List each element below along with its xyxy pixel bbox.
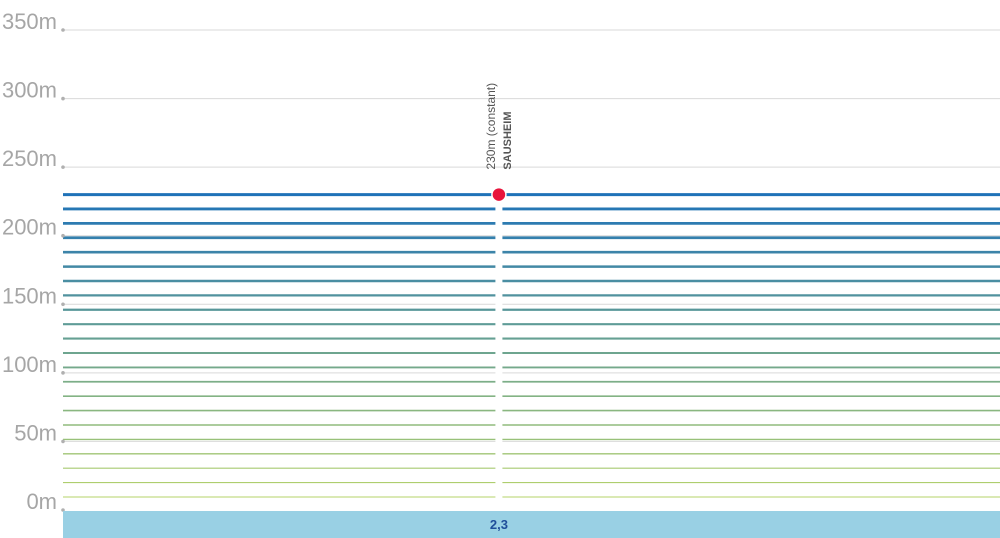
y-tick-mark bbox=[61, 508, 65, 512]
distance-bar bbox=[63, 511, 1000, 538]
y-tick-mark bbox=[61, 96, 65, 101]
y-tick-mark bbox=[61, 371, 65, 375]
location-stem bbox=[495, 194, 503, 511]
y-tick-label: 300m bbox=[2, 78, 57, 103]
elevation-annotation: 230m (constant) bbox=[484, 83, 498, 170]
y-tick-label: 100m bbox=[2, 352, 57, 377]
y-tick-mark bbox=[61, 165, 65, 169]
y-tick-label: 150m bbox=[2, 283, 57, 308]
y-tick-label: 0m bbox=[26, 489, 57, 514]
location-marker bbox=[491, 186, 507, 203]
y-tick-mark bbox=[61, 28, 65, 32]
y-tick-label: 50m bbox=[14, 420, 57, 445]
y-axis-ticks: 0m 50m 100m 150m 200m 250m 300m 350m bbox=[2, 9, 65, 514]
grid-lines bbox=[63, 29, 1000, 442]
y-tick-mark bbox=[61, 233, 65, 238]
y-tick-label: 200m bbox=[2, 215, 57, 240]
y-tick-mark bbox=[61, 439, 65, 444]
y-tick-mark bbox=[61, 302, 65, 307]
location-name: SAUSHEIM bbox=[502, 112, 514, 170]
elevation-bands bbox=[63, 193, 1000, 498]
y-tick-label: 250m bbox=[2, 146, 57, 171]
y-tick-label: 350m bbox=[2, 9, 57, 34]
distance-label: 2,3 bbox=[490, 517, 508, 532]
